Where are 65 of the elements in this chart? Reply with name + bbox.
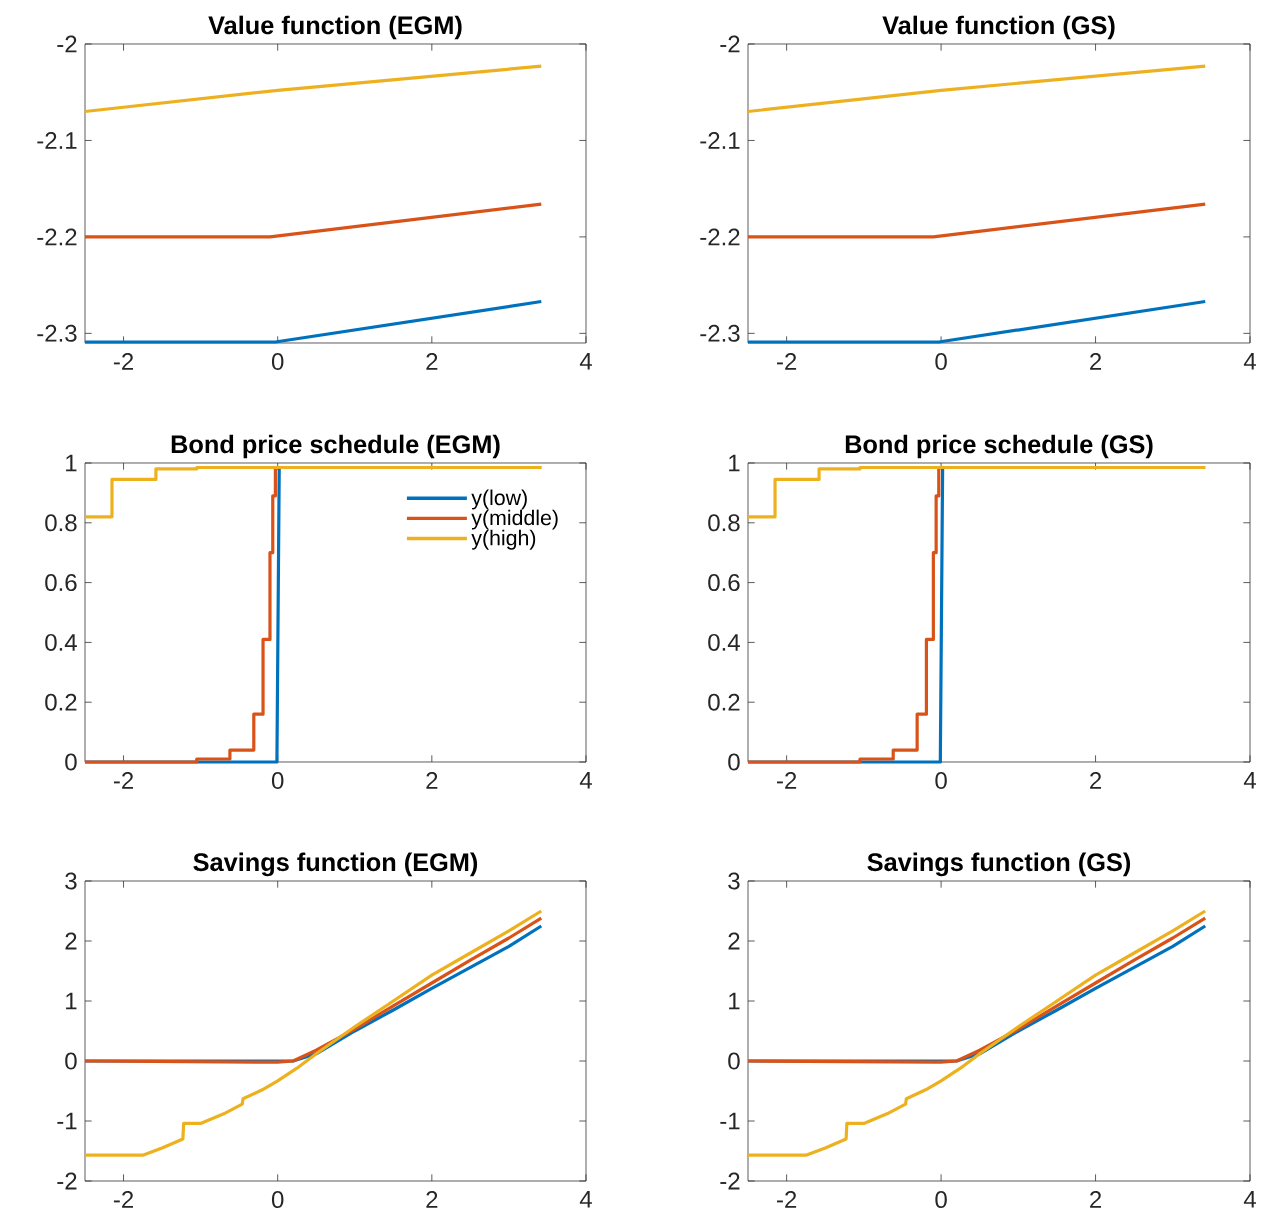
y-tick-label: 2: [65, 932, 77, 950]
x-tick-label: 4: [1243, 1191, 1256, 1208]
y-tick-label: 3: [65, 872, 77, 890]
chart-title: Value function (GS): [882, 15, 1115, 40]
y-tick-label: -2.3: [700, 324, 740, 342]
y-tick-label: 3: [728, 872, 740, 890]
y-tick-label: -1: [57, 1112, 77, 1130]
y-tick-label: -1: [720, 1112, 740, 1130]
y-tick-label: -2.1: [37, 132, 77, 149]
chart-title: Savings function (EGM): [193, 852, 478, 877]
x-tick-label: 2: [426, 1191, 438, 1208]
x-tick-label: 2: [1090, 353, 1102, 370]
y-tick-label: 1: [66, 992, 77, 1010]
y-tick-label: 0: [65, 753, 77, 771]
y-tick-label: 0: [728, 753, 740, 771]
y-tick-label: 0.4: [45, 633, 77, 651]
x-tick-label: 2: [426, 353, 438, 370]
y-tick-label: 1: [729, 454, 740, 472]
x-tick-label: -2: [777, 772, 797, 789]
y-tick-label: -2: [720, 35, 740, 53]
x-tick-label: 0: [935, 1191, 947, 1209]
x-tick-label: 0: [935, 772, 947, 790]
x-tick-label: -2: [777, 1191, 797, 1208]
y-tick-label: 2: [728, 932, 740, 950]
y-tick-label: -2.3: [37, 324, 77, 342]
y-tick-label: 0.4: [708, 633, 740, 651]
y-tick-label: -2.2: [700, 228, 740, 246]
legend-label: y(middle): [471, 509, 558, 530]
y-tick-label: -2: [720, 1172, 740, 1190]
x-tick-label: -2: [777, 353, 797, 370]
chart-title: Value function (EGM): [208, 15, 462, 40]
x-tick-label: 0: [271, 353, 284, 371]
x-tick-label: 4: [579, 772, 592, 789]
x-tick-label: -2: [113, 772, 134, 789]
y-tick-label: 0: [65, 1052, 77, 1070]
y-tick-label: -2.2: [37, 228, 77, 246]
chart-title: Bond price schedule (EGM): [171, 434, 500, 459]
x-tick-label: 4: [1243, 353, 1256, 370]
x-tick-label: 0: [271, 772, 284, 790]
x-tick-label: 0: [935, 353, 947, 371]
y-tick-label: 0: [728, 1052, 740, 1070]
chart-title: Savings function (GS): [867, 852, 1131, 877]
y-tick-label: 0.6: [45, 574, 77, 592]
x-tick-label: 2: [1090, 772, 1102, 789]
y-tick-label: 0.2: [45, 693, 77, 711]
y-tick-label: 1: [66, 454, 77, 472]
chart-title: Bond price schedule (GS): [845, 434, 1153, 459]
y-tick-label: -2: [57, 35, 77, 53]
y-tick-label: 0.6: [708, 574, 740, 592]
x-tick-label: -2: [113, 353, 134, 370]
y-tick-label: 0.8: [45, 514, 77, 532]
legend-label: y(low): [471, 489, 527, 510]
x-tick-label: 2: [426, 772, 438, 789]
x-tick-label: -2: [113, 1191, 134, 1208]
y-tick-label: -2: [57, 1172, 77, 1190]
y-tick-label: -2.1: [700, 132, 740, 149]
x-tick-label: 4: [579, 353, 592, 370]
y-tick-label: 0.2: [708, 693, 740, 711]
x-tick-label: 4: [579, 1191, 592, 1208]
y-tick-label: 0.8: [708, 514, 740, 532]
legend-label: y(high): [471, 529, 536, 550]
x-tick-label: 0: [271, 1191, 284, 1209]
x-tick-label: 4: [1243, 772, 1256, 789]
x-tick-label: 2: [1090, 1191, 1102, 1208]
y-tick-label: 1: [729, 992, 740, 1010]
